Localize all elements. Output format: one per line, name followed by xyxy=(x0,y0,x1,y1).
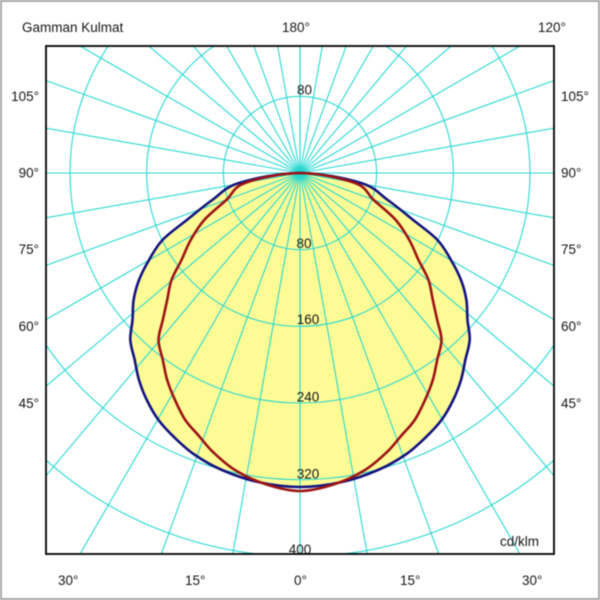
svg-text:15°: 15° xyxy=(185,573,205,588)
svg-text:120°: 120° xyxy=(538,20,566,35)
svg-text:105°: 105° xyxy=(561,89,589,104)
svg-text:60°: 60° xyxy=(19,319,39,334)
svg-text:240: 240 xyxy=(297,390,320,405)
svg-text:90°: 90° xyxy=(561,166,581,181)
svg-text:cd/klm: cd/klm xyxy=(500,534,539,549)
svg-text:90°: 90° xyxy=(19,166,39,181)
svg-text:180°: 180° xyxy=(282,20,310,35)
svg-text:60°: 60° xyxy=(561,319,581,334)
svg-text:75°: 75° xyxy=(19,242,39,257)
svg-text:30°: 30° xyxy=(58,573,78,588)
svg-text:0°: 0° xyxy=(294,573,307,588)
svg-text:45°: 45° xyxy=(19,396,39,411)
svg-text:320: 320 xyxy=(297,467,320,482)
svg-text:105°: 105° xyxy=(11,89,39,104)
svg-text:75°: 75° xyxy=(561,242,581,257)
svg-text:15°: 15° xyxy=(400,573,420,588)
svg-text:80: 80 xyxy=(297,83,312,98)
svg-text:80: 80 xyxy=(296,236,311,251)
svg-text:30°: 30° xyxy=(522,573,542,588)
svg-text:Gamman Kulmat: Gamman Kulmat xyxy=(22,20,124,35)
svg-text:45°: 45° xyxy=(561,396,581,411)
svg-text:160: 160 xyxy=(297,312,320,327)
